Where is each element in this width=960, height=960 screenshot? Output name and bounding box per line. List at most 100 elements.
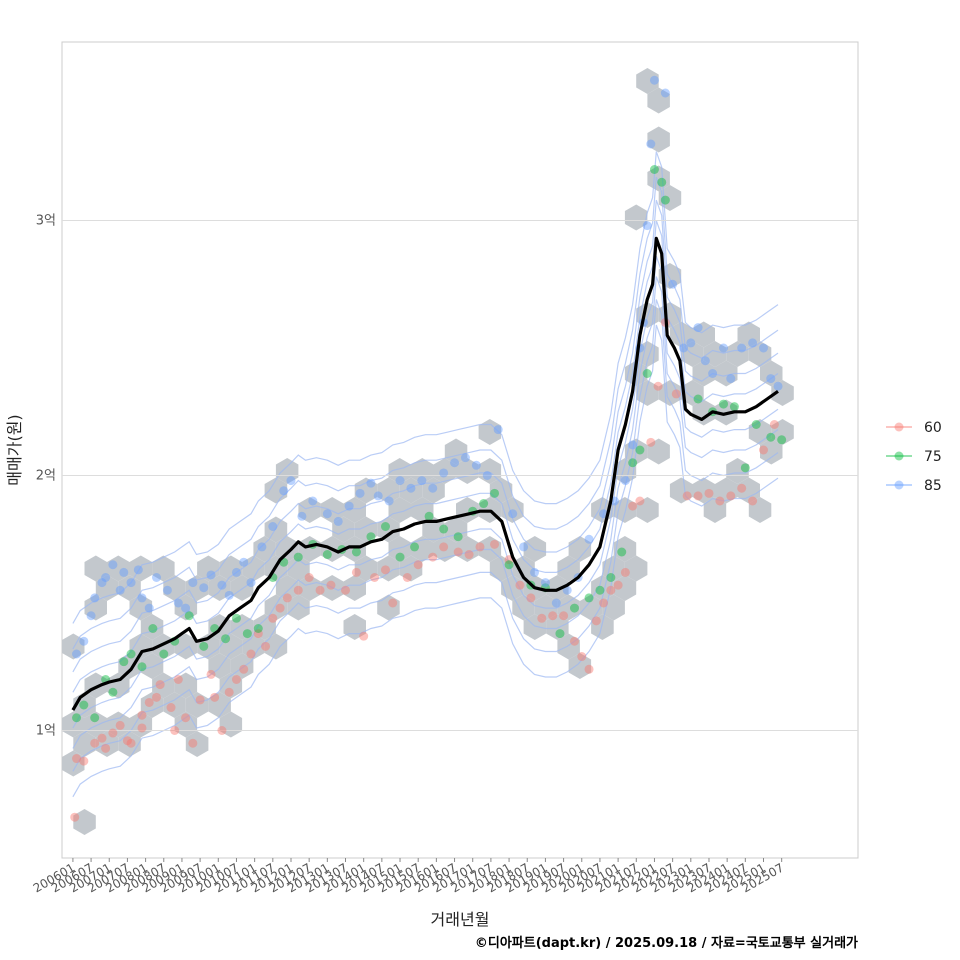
legend-label-75: 75 <box>924 449 942 465</box>
point-60 <box>490 539 500 549</box>
point-60 <box>464 550 474 560</box>
point-60 <box>682 491 692 501</box>
point-85 <box>366 478 376 488</box>
point-85 <box>344 501 354 511</box>
point-60 <box>635 496 645 506</box>
hexbin-cell <box>760 438 783 465</box>
point-60 <box>388 598 398 608</box>
point-85 <box>90 593 100 603</box>
point-75 <box>657 177 667 187</box>
point-85 <box>384 496 394 506</box>
hexbin-cell <box>62 750 85 777</box>
point-75 <box>79 700 89 710</box>
point-60 <box>173 675 183 684</box>
hexbin-cell <box>568 653 592 679</box>
point-75 <box>231 613 241 623</box>
point-85 <box>395 476 405 486</box>
point-60 <box>70 812 80 822</box>
x-axis-title: 거래년월 <box>431 910 490 929</box>
hexbin-cell <box>546 575 569 601</box>
point-60 <box>359 631 369 641</box>
point-85 <box>748 338 758 348</box>
point-60 <box>72 754 82 764</box>
point-85 <box>439 468 449 478</box>
median-price-line <box>71 236 779 711</box>
point-85 <box>246 578 256 588</box>
point-85 <box>719 343 729 353</box>
point-85 <box>86 611 96 621</box>
point-85 <box>162 585 172 595</box>
hexbin-cell <box>219 555 243 582</box>
hexbin-cell <box>320 497 344 523</box>
point-60 <box>326 580 336 590</box>
hexbin-cell <box>636 497 659 523</box>
hexbin-cell <box>377 477 400 504</box>
hexbin-cell <box>129 633 153 660</box>
point-75 <box>380 522 390 531</box>
hexbin-cell <box>501 575 524 601</box>
hexbin-cell <box>343 536 366 562</box>
point-75 <box>453 532 463 542</box>
hexbin-cell <box>456 536 479 562</box>
point-60 <box>671 389 681 399</box>
point-60 <box>559 611 569 621</box>
point-60 <box>195 695 205 705</box>
density-contour <box>72 276 779 749</box>
point-60 <box>606 585 616 595</box>
hexbin-cell <box>107 555 130 582</box>
point-60 <box>304 573 314 582</box>
point-85 <box>137 593 147 603</box>
hexbin-cell <box>354 555 378 582</box>
hexbin-cell <box>185 731 209 757</box>
point-75 <box>119 657 129 667</box>
hexbin-cell <box>140 653 164 679</box>
point-60 <box>90 738 100 748</box>
hexbin-cell <box>242 633 265 660</box>
point-85 <box>417 476 427 486</box>
point-85 <box>660 88 670 98</box>
point-85 <box>231 567 241 577</box>
point-85 <box>322 509 332 519</box>
hexbin-cell <box>332 516 355 543</box>
point-85 <box>297 511 307 521</box>
point-85 <box>373 491 383 501</box>
hexbin-cell <box>185 692 209 718</box>
hexbin-cell <box>118 575 141 601</box>
point-85 <box>551 598 561 608</box>
point-85 <box>428 483 438 493</box>
hexbin-cell <box>557 633 580 660</box>
hexbin-cell <box>557 594 580 621</box>
point-75 <box>555 629 565 639</box>
gridlines <box>62 220 858 731</box>
hexbin-cell <box>546 614 569 640</box>
hexbin-cell <box>613 575 637 601</box>
point-60 <box>748 496 758 506</box>
point-85 <box>101 573 111 582</box>
y-tick-label: 3억 <box>36 214 56 229</box>
hexbin-cell <box>354 516 378 543</box>
point-85 <box>206 570 216 580</box>
hexbin-cell <box>287 555 310 582</box>
hexbin-cell <box>163 692 186 718</box>
hexbin-cell <box>771 380 794 406</box>
point-85 <box>239 557 249 567</box>
point-85 <box>686 338 696 348</box>
legend-label-85: 85 <box>924 478 942 494</box>
point-75 <box>606 573 616 582</box>
caption: ©디아파트(dapt.kr) / 2025.09.18 / 자료=국토교통부 실… <box>475 935 858 951</box>
point-85 <box>584 534 594 544</box>
point-75 <box>242 629 252 639</box>
point-60 <box>206 669 216 679</box>
point-60 <box>380 565 390 575</box>
point-85 <box>508 509 518 519</box>
point-75 <box>90 713 100 723</box>
point-60 <box>261 641 271 651</box>
point-75 <box>221 634 231 644</box>
point-60 <box>101 743 111 753</box>
point-60 <box>577 652 587 662</box>
hexbin-cell <box>140 614 164 640</box>
point-75 <box>569 603 579 613</box>
point-85 <box>471 460 481 470</box>
point-85 <box>133 565 143 575</box>
point-75 <box>137 662 147 672</box>
